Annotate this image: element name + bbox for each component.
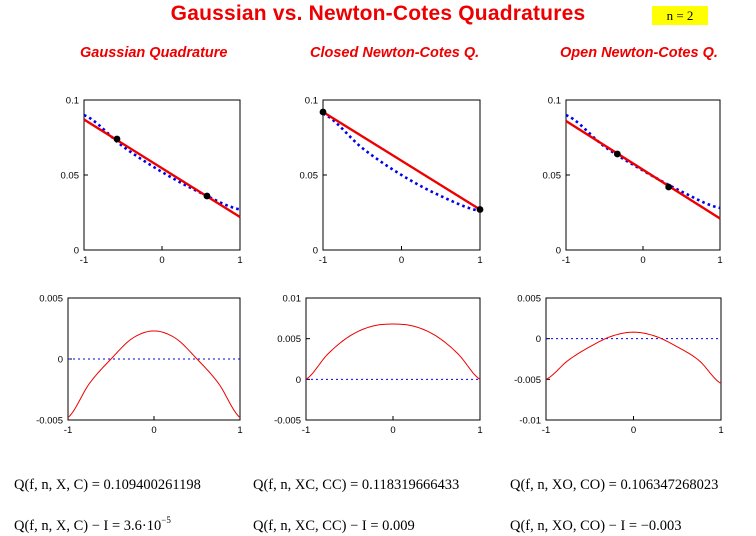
y-tick-label: -0.01 [519,416,541,427]
closed-error-text: Q(f, n, XC, CC) − I = 0.009 [253,518,415,534]
node-marker [476,206,484,213]
y-tick-label: -0.005 [36,416,63,427]
y-tick-label: 0.01 [283,294,302,305]
function-curve [83,113,241,211]
closed-column-title: Closed Newton-Cotes Q. [310,45,480,61]
y-tick-label: -0.005 [274,416,301,427]
node-marker [665,183,673,191]
function-curve [565,113,721,210]
y-tick-label: 0 [313,246,318,257]
y-tick-label: 0.05 [543,171,562,182]
node-marker [203,192,211,200]
gaussian-column-title: Gaussian Quadrature [80,45,228,61]
open-approximation-plot: 00.050.1-1 0 1 [543,96,723,267]
x-tick-label: 0 [390,425,395,436]
function-curve [322,112,481,213]
y-tick-label: 0.05 [300,171,319,182]
x-tick-label: -1 [562,255,570,266]
y-tick-label: 0 [74,246,79,257]
node-marker [613,150,621,158]
plot-frame [83,99,241,251]
gaussian-approximation-plot: 00.050.1-1 0 1 [61,96,243,267]
gaussian-quadrature-error: Q(f, n, X, C) − I = 3.6·10−5 [14,515,171,535]
x-tick-label: -1 [302,425,310,436]
gaussian-quadrature-value: Q(f, n, X, C) = 0.109400261198 [14,477,201,493]
y-tick-label: 0 [536,334,541,345]
open-error-text: Q(f, n, XO, CO) − I = −0.003 [510,518,682,534]
y-tick-label: 0 [296,375,301,386]
x-tick-label: 0 [151,425,156,436]
closed-approximation-plot: 00.050.1-1 0 1 [300,96,484,266]
y-tick-label: -0.005 [514,375,541,386]
closed-quadrature-error: Q(f, n, XC, CC) − I = 0.009 [253,515,415,535]
closed-quadrature-value: Q(f, n, XC, CC) = 0.118319666433 [253,477,460,493]
open-quadrature-value: Q(f, n, XO, CO) = 0.106347268023 [510,477,719,493]
y-tick-label: 0.005 [39,294,63,305]
approximation-line [565,119,721,220]
gaussian-error-exponent: −5 [161,515,171,525]
approximation-line [322,110,481,211]
x-tick-label: 1 [718,425,723,436]
error-curve [545,331,722,384]
error-curve [305,323,481,380]
x-tick-label: -1 [542,425,550,436]
node-marker [319,108,327,116]
open-error-plot: -0.01 -0.005 0 0.005 -1 0 1 [514,294,724,437]
plot-frame [545,297,722,421]
y-tick-label: 0.05 [61,171,80,182]
main-title: Gaussian vs. Newton-Cotes Quadratures [170,2,586,25]
plot-frame [305,297,481,421]
x-tick-label: -1 [64,425,72,436]
x-tick-label: 1 [477,425,482,436]
x-tick-label: 1 [237,255,242,266]
x-tick-label: 1 [237,425,242,436]
x-tick-label: 0 [399,255,404,266]
x-tick-label: 0 [631,425,636,436]
node-marker [113,135,121,143]
approximation-line [83,118,241,219]
x-tick-label: -1 [319,255,327,266]
gaussian-error-text: Q(f, n, X, C) − I = 3.6·10 [14,518,162,534]
x-tick-label: 0 [159,255,164,266]
x-tick-label: 1 [477,255,482,266]
x-tick-label: -1 [80,255,88,266]
plot-frame [565,99,721,251]
open-column-title: Open Newton-Cotes Q. [560,45,718,61]
gaussian-error-plot: -0.005 0 0.005 -1 0 1 [36,294,243,437]
y-tick-label: 0.005 [517,294,541,305]
y-tick-label: 0.1 [66,96,79,107]
y-tick-label: 0 [58,355,63,366]
closed-error-plot: -0.005 0 0.005 0.01 -1 0 1 [274,294,483,437]
y-tick-label: 0 [556,246,561,257]
error-curve [67,330,241,418]
n-value-badge: n = 2 [652,6,708,25]
open-quadrature-error: Q(f, n, XO, CO) − I = −0.003 [510,515,682,535]
x-tick-label: 1 [717,255,722,266]
y-tick-label: 0.005 [277,334,301,345]
x-tick-label: 0 [640,255,645,266]
y-tick-label: 0.1 [305,96,318,107]
y-tick-label: 0.1 [548,96,561,107]
